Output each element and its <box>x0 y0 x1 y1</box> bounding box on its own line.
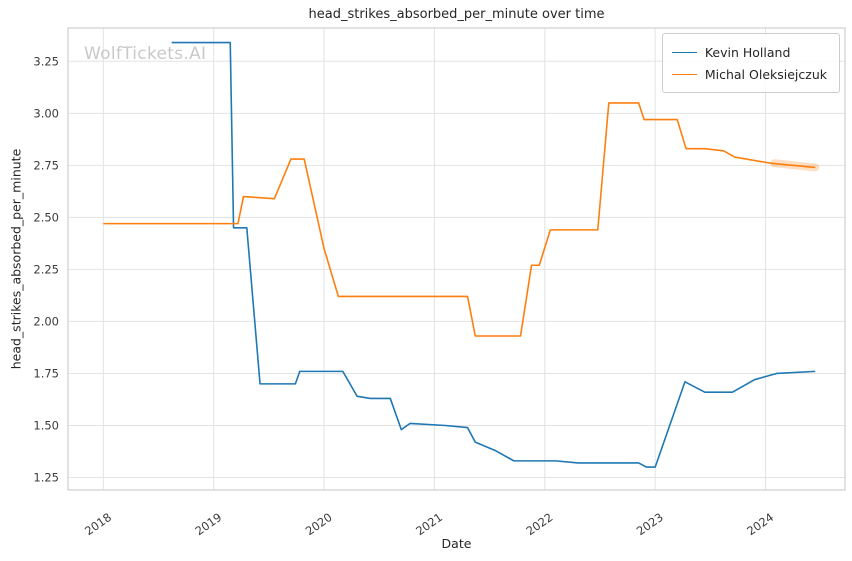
x-axis-label: Date <box>441 536 472 551</box>
series-line-1 <box>103 102 816 337</box>
y-tick-label: 2.00 <box>33 314 59 328</box>
y-tick-label: 1.25 <box>33 471 59 485</box>
plot-area <box>68 28 845 490</box>
legend-line-sample-kevin-holland <box>671 51 697 53</box>
y-tick-label: 2.25 <box>33 262 59 276</box>
x-tick-label: 2019 <box>192 510 224 538</box>
legend-item-michal-oleksiejczuk: Michal Oleksiejczuk <box>671 63 827 85</box>
x-tick-label: 2024 <box>744 510 776 538</box>
plot-border <box>67 27 846 491</box>
y-tick-label: 2.75 <box>33 158 59 172</box>
y-tick-label: 3.25 <box>33 54 59 68</box>
legend-label-michal-oleksiejczuk: Michal Oleksiejczuk <box>704 66 827 82</box>
y-tick-label: 1.75 <box>33 366 59 380</box>
legend-label-kevin-holland: Kevin Holland <box>704 44 791 60</box>
y-tick-label: 2.50 <box>33 210 59 224</box>
legend-item-kevin-holland: Kevin Holland <box>671 41 827 63</box>
x-tick-label: 2021 <box>413 510 445 538</box>
x-tick-label: 2018 <box>82 510 114 538</box>
x-tick-label: 2022 <box>524 510 556 538</box>
x-tick-label: 2020 <box>303 510 335 538</box>
y-tick-label: 3.00 <box>33 106 59 120</box>
series-line-0 <box>171 41 816 468</box>
y-tick-label: 1.50 <box>33 418 59 432</box>
watermark: WolfTickets.AI <box>84 44 207 64</box>
x-tick-label: 2023 <box>634 510 666 538</box>
legend: Kevin Holland Michal Oleksiejczuk <box>661 33 840 93</box>
legend-line-sample-michal-oleksiejczuk <box>671 73 697 75</box>
chart-title: head_strikes_absorbed_per_minute over ti… <box>308 7 605 22</box>
y-axis-label: head_strikes_absorbed_per_minute <box>8 148 24 370</box>
